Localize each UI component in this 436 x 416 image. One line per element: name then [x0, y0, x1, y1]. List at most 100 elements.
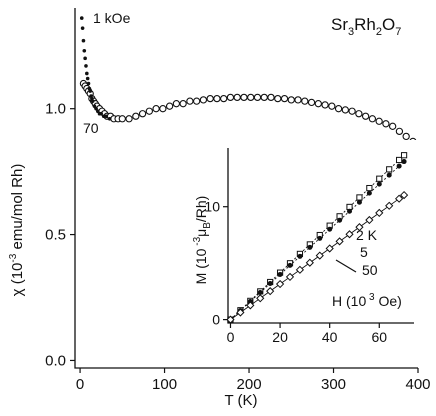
data-point-1kOe	[84, 64, 88, 68]
data-point-70	[307, 98, 316, 107]
annotation-1kOe: 1 kOe	[93, 10, 131, 26]
data-point-70	[125, 115, 133, 123]
data-point-70	[334, 105, 343, 113]
series-label-50: 50	[362, 262, 378, 278]
data-point-1kOe	[81, 38, 86, 43]
data-point-70	[220, 94, 228, 103]
data-point-70	[253, 93, 262, 102]
inset-point-50K	[226, 315, 235, 324]
label-leader-line	[335, 259, 357, 273]
data-point-70	[206, 94, 214, 103]
data-point-70	[233, 93, 241, 102]
main-x-tick-label: 400	[405, 376, 430, 393]
data-point-1kOe	[88, 89, 93, 93]
data-point-70	[280, 94, 289, 103]
x-axis-title: T (K)	[224, 392, 257, 409]
data-point-1kOe	[107, 116, 112, 121]
main-x-tick-label: 100	[152, 376, 177, 393]
data-point-70	[165, 102, 174, 110]
data-point-70	[179, 100, 187, 108]
data-point-70	[328, 102, 336, 110]
inset-x-axis-title: H (10 3 Oe)	[332, 292, 402, 309]
data-point-70	[267, 93, 275, 102]
inset-x-tick-label: 0	[227, 329, 235, 345]
inset-point-5K	[257, 290, 263, 296]
data-point-70	[152, 105, 160, 113]
inset-point-50K	[355, 223, 364, 232]
inset-point-5K	[376, 181, 382, 187]
data-point-70	[145, 107, 153, 115]
inset-point-50K	[256, 294, 265, 303]
data-point-1kOe	[83, 56, 87, 61]
inset-point-2K	[356, 194, 363, 201]
inset-point-5K	[297, 253, 303, 259]
inset-point-5K	[267, 280, 273, 286]
annotation-70: 70	[83, 120, 99, 136]
inset-point-50K	[385, 201, 394, 210]
data-point-70	[274, 94, 282, 103]
inset-point-5K	[347, 208, 353, 214]
data-point-70	[389, 122, 397, 130]
inset-point-50K	[285, 272, 295, 282]
inset-point-50K	[399, 190, 409, 200]
inset-point-5K	[356, 199, 362, 205]
inset-point-50K	[295, 265, 305, 274]
data-point-70	[172, 100, 181, 108]
inset-point-2K	[376, 175, 383, 182]
data-point-70	[138, 110, 147, 118]
data-point-70	[314, 100, 322, 108]
inset-point-5K	[327, 226, 333, 232]
main-series	[79, 16, 417, 146]
main-x-tick-label: 0	[76, 376, 84, 393]
data-point-70	[287, 96, 295, 104]
inset-series	[226, 152, 409, 324]
inset-point-50K	[275, 279, 285, 289]
inset-point-2K	[400, 152, 408, 159]
data-point-70	[118, 115, 126, 123]
main-plot-frame	[74, 8, 418, 369]
main-y-tick-label: 0.0	[45, 352, 66, 369]
inset-point-5K	[396, 163, 402, 169]
data-point-70	[294, 96, 302, 104]
data-point-70	[247, 93, 255, 102]
inset-y-ticks: 0 10	[204, 199, 228, 328]
data-point-1kOe	[85, 76, 90, 81]
data-point-70	[321, 101, 329, 109]
inset-point-5K	[317, 235, 323, 241]
inset-point-50K	[315, 251, 324, 260]
inset-y-tick-label: 10	[204, 199, 220, 215]
inset-x-tick-label: 20	[272, 329, 288, 345]
data-point-70	[132, 112, 140, 120]
inset-point-5K	[337, 217, 343, 223]
inset-point-2K	[386, 166, 393, 173]
inset-point-5K	[287, 262, 293, 268]
inset-chart: 0 20 40 60 0 10 2 K 5 50 H (10 3 Oe) M (10 -…	[192, 140, 424, 355]
series-label-2K: 2 K	[356, 227, 378, 243]
data-point-70	[348, 107, 356, 115]
inset-point-50K	[236, 308, 245, 317]
data-point-70	[260, 93, 268, 102]
series-label-5: 5	[360, 244, 368, 260]
inset-point-5K	[307, 244, 313, 250]
data-point-1kOe	[104, 114, 109, 119]
main-x-ticks: 0 100 200 300 400	[76, 368, 431, 393]
main-y-ticks: 0.0 0.5 1.0	[45, 101, 75, 369]
inset-x-tick-label: 60	[371, 329, 387, 345]
data-point-70	[301, 97, 309, 105]
main-x-tick-label: 200	[237, 376, 262, 393]
inset-point-50K	[246, 301, 255, 310]
inset-point-50K	[395, 194, 404, 203]
data-point-1kOe	[82, 48, 87, 53]
chart-title: Sr3Rh2O7	[331, 15, 401, 38]
inset-y-axis-title: M (10 -3μB/Rh)	[192, 196, 213, 285]
inset-x-ticks: 0 20 40 60	[227, 323, 387, 345]
data-point-70	[382, 120, 390, 128]
inset-point-50K	[365, 215, 374, 225]
data-point-70	[361, 112, 370, 120]
inset-point-5K	[401, 159, 407, 165]
data-point-70	[186, 97, 194, 105]
data-point-70	[159, 105, 167, 113]
data-point-1kOe	[85, 71, 89, 76]
inset-point-50K	[345, 230, 354, 239]
